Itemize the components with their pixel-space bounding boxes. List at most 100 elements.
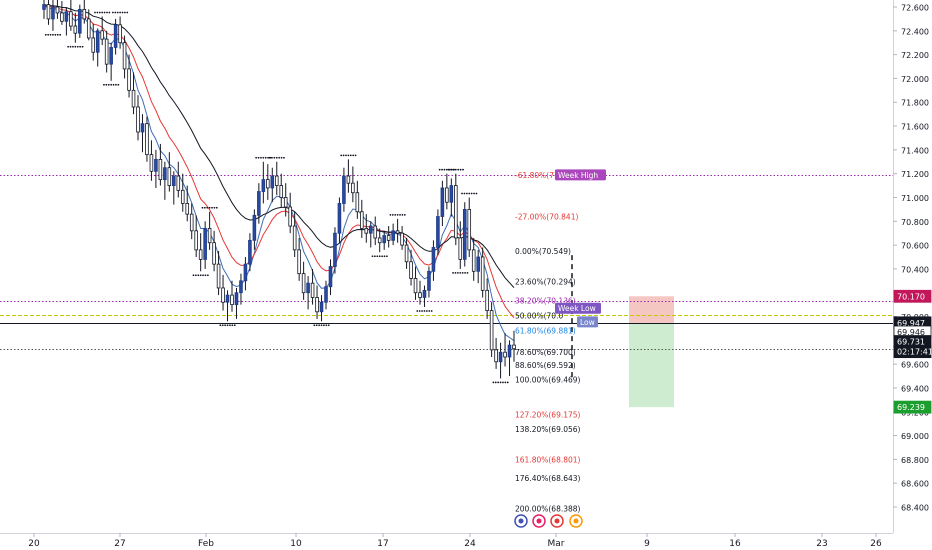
fractal-low-marker — [376, 255, 379, 258]
fractal-low-marker — [194, 274, 197, 277]
fractal-low-marker — [79, 45, 82, 48]
bearish-candle — [360, 211, 364, 229]
bearish-candle — [489, 310, 494, 351]
bullish-candle — [163, 167, 167, 181]
bullish-candle — [270, 175, 275, 189]
time-axis[interactable]: 20 27 Feb 10 17 24 Mar 9 16 23 26 — [28, 533, 882, 549]
fractal-high-marker — [98, 11, 101, 14]
bullish-candle — [140, 123, 145, 133]
bearish-candle — [386, 235, 391, 241]
fibonacci-extension[interactable]: -61.80%(71. -27.00%(70.841) 0.00%(70.549) 2… — [515, 171, 581, 514]
bullish-candle — [498, 351, 503, 363]
fractal-low-marker — [315, 324, 318, 327]
fractal-low-marker — [318, 324, 321, 327]
fib-level-label: 200.00%(68.388) — [515, 504, 581, 513]
fractal-low-marker — [219, 324, 222, 327]
bullish-candle — [113, 24, 118, 48]
bullish-candle — [109, 47, 113, 65]
fractal-high-marker — [201, 206, 204, 209]
bearish-candle — [189, 213, 194, 232]
fractal-low-marker — [115, 83, 117, 86]
bearish-candle — [494, 349, 498, 363]
price-tick-label: 72.400 — [901, 27, 929, 36]
axes — [0, 0, 894, 534]
fractal-high-marker — [447, 168, 450, 171]
bearish-candle — [512, 344, 516, 350]
bearish-candle — [82, 8, 87, 20]
fractal-high-marker — [461, 192, 463, 195]
bearish-candle — [418, 292, 422, 298]
bearish-candle — [131, 89, 136, 108]
fractal-high-marker — [473, 192, 475, 195]
bearish-candle — [46, 4, 51, 20]
fractal-low-marker — [49, 33, 52, 36]
bearish-candle — [194, 230, 198, 251]
price-tag — [893, 400, 932, 414]
fib-level-label: 50.00%(70.0 — [515, 311, 563, 320]
fractal-low-marker — [464, 272, 466, 274]
fractal-low-marker — [418, 310, 421, 312]
stop-loss-zone[interactable] — [629, 296, 674, 323]
fractal-high-marker — [257, 156, 260, 159]
fractal-high-marker — [283, 156, 285, 159]
time-tick-label: 26 — [870, 539, 882, 549]
fractal-low-marker — [492, 381, 495, 384]
bearish-candle — [266, 179, 270, 189]
take-profit-zone[interactable] — [629, 322, 674, 408]
fractal-low-marker — [371, 255, 374, 258]
bullish-candle — [436, 216, 440, 248]
fractal-high-marker — [273, 156, 276, 159]
bearish-candle — [413, 278, 418, 294]
bearish-candle — [400, 232, 404, 246]
fractal-high-marker — [275, 156, 278, 159]
bearish-candle — [167, 167, 172, 186]
fractal-high-marker — [454, 168, 457, 171]
price-tick-label: 72.600 — [901, 4, 929, 13]
event-icons[interactable] — [514, 514, 583, 528]
price-tick-label: 72.000 — [901, 75, 929, 84]
fib-level-label: 0.00%(70.549) — [515, 247, 571, 256]
fractal-low-marker — [456, 272, 459, 274]
fractal-low-marker — [47, 33, 50, 36]
fractal-low-marker — [499, 381, 502, 384]
bearish-candle — [55, 6, 60, 14]
price-tick-label: 69.000 — [901, 432, 929, 441]
position-tool[interactable] — [629, 296, 674, 408]
bullish-candle — [261, 179, 266, 192]
fractal-high-marker — [126, 11, 129, 14]
fractal-low-marker — [74, 45, 77, 48]
fractal-high-marker — [468, 192, 471, 195]
bearish-candle — [292, 225, 297, 251]
zone-label-box — [555, 169, 606, 181]
fractal-low-marker — [428, 310, 431, 312]
bearish-candle — [136, 106, 140, 133]
fib-level-label: 88.60%(69.592) — [515, 361, 576, 370]
fractal-low-marker — [454, 272, 457, 274]
fractal-high-marker — [443, 168, 446, 171]
bearish-candle — [122, 42, 127, 70]
bullish-candle — [328, 266, 333, 288]
zone-label-box — [577, 316, 598, 328]
fractal-high-marker — [213, 206, 216, 209]
fractal-high-marker — [396, 214, 399, 216]
event-dot-icon — [573, 518, 579, 524]
bullish-candle — [252, 214, 257, 241]
fractal-high-marker — [459, 168, 462, 171]
price-tick-label: 71.600 — [901, 123, 929, 132]
fib-level-label: 38.20%(70.136) — [515, 296, 576, 305]
fractal-high-marker — [280, 156, 283, 159]
fractal-high-marker — [462, 168, 464, 171]
fractal-low-marker — [117, 83, 120, 86]
fractal-low-marker — [52, 33, 54, 36]
zone-label-text: Week Low — [558, 304, 596, 313]
fib-level-label: -61.80%(71. — [515, 171, 561, 180]
fractal-low-marker — [204, 274, 207, 277]
bearish-candle — [127, 68, 131, 91]
fractal-high-marker — [260, 156, 262, 159]
bullish-candle — [172, 175, 176, 186]
price-tick-label: 71.200 — [901, 170, 929, 179]
zone-labels: Week High Week Low Low — [555, 169, 606, 328]
